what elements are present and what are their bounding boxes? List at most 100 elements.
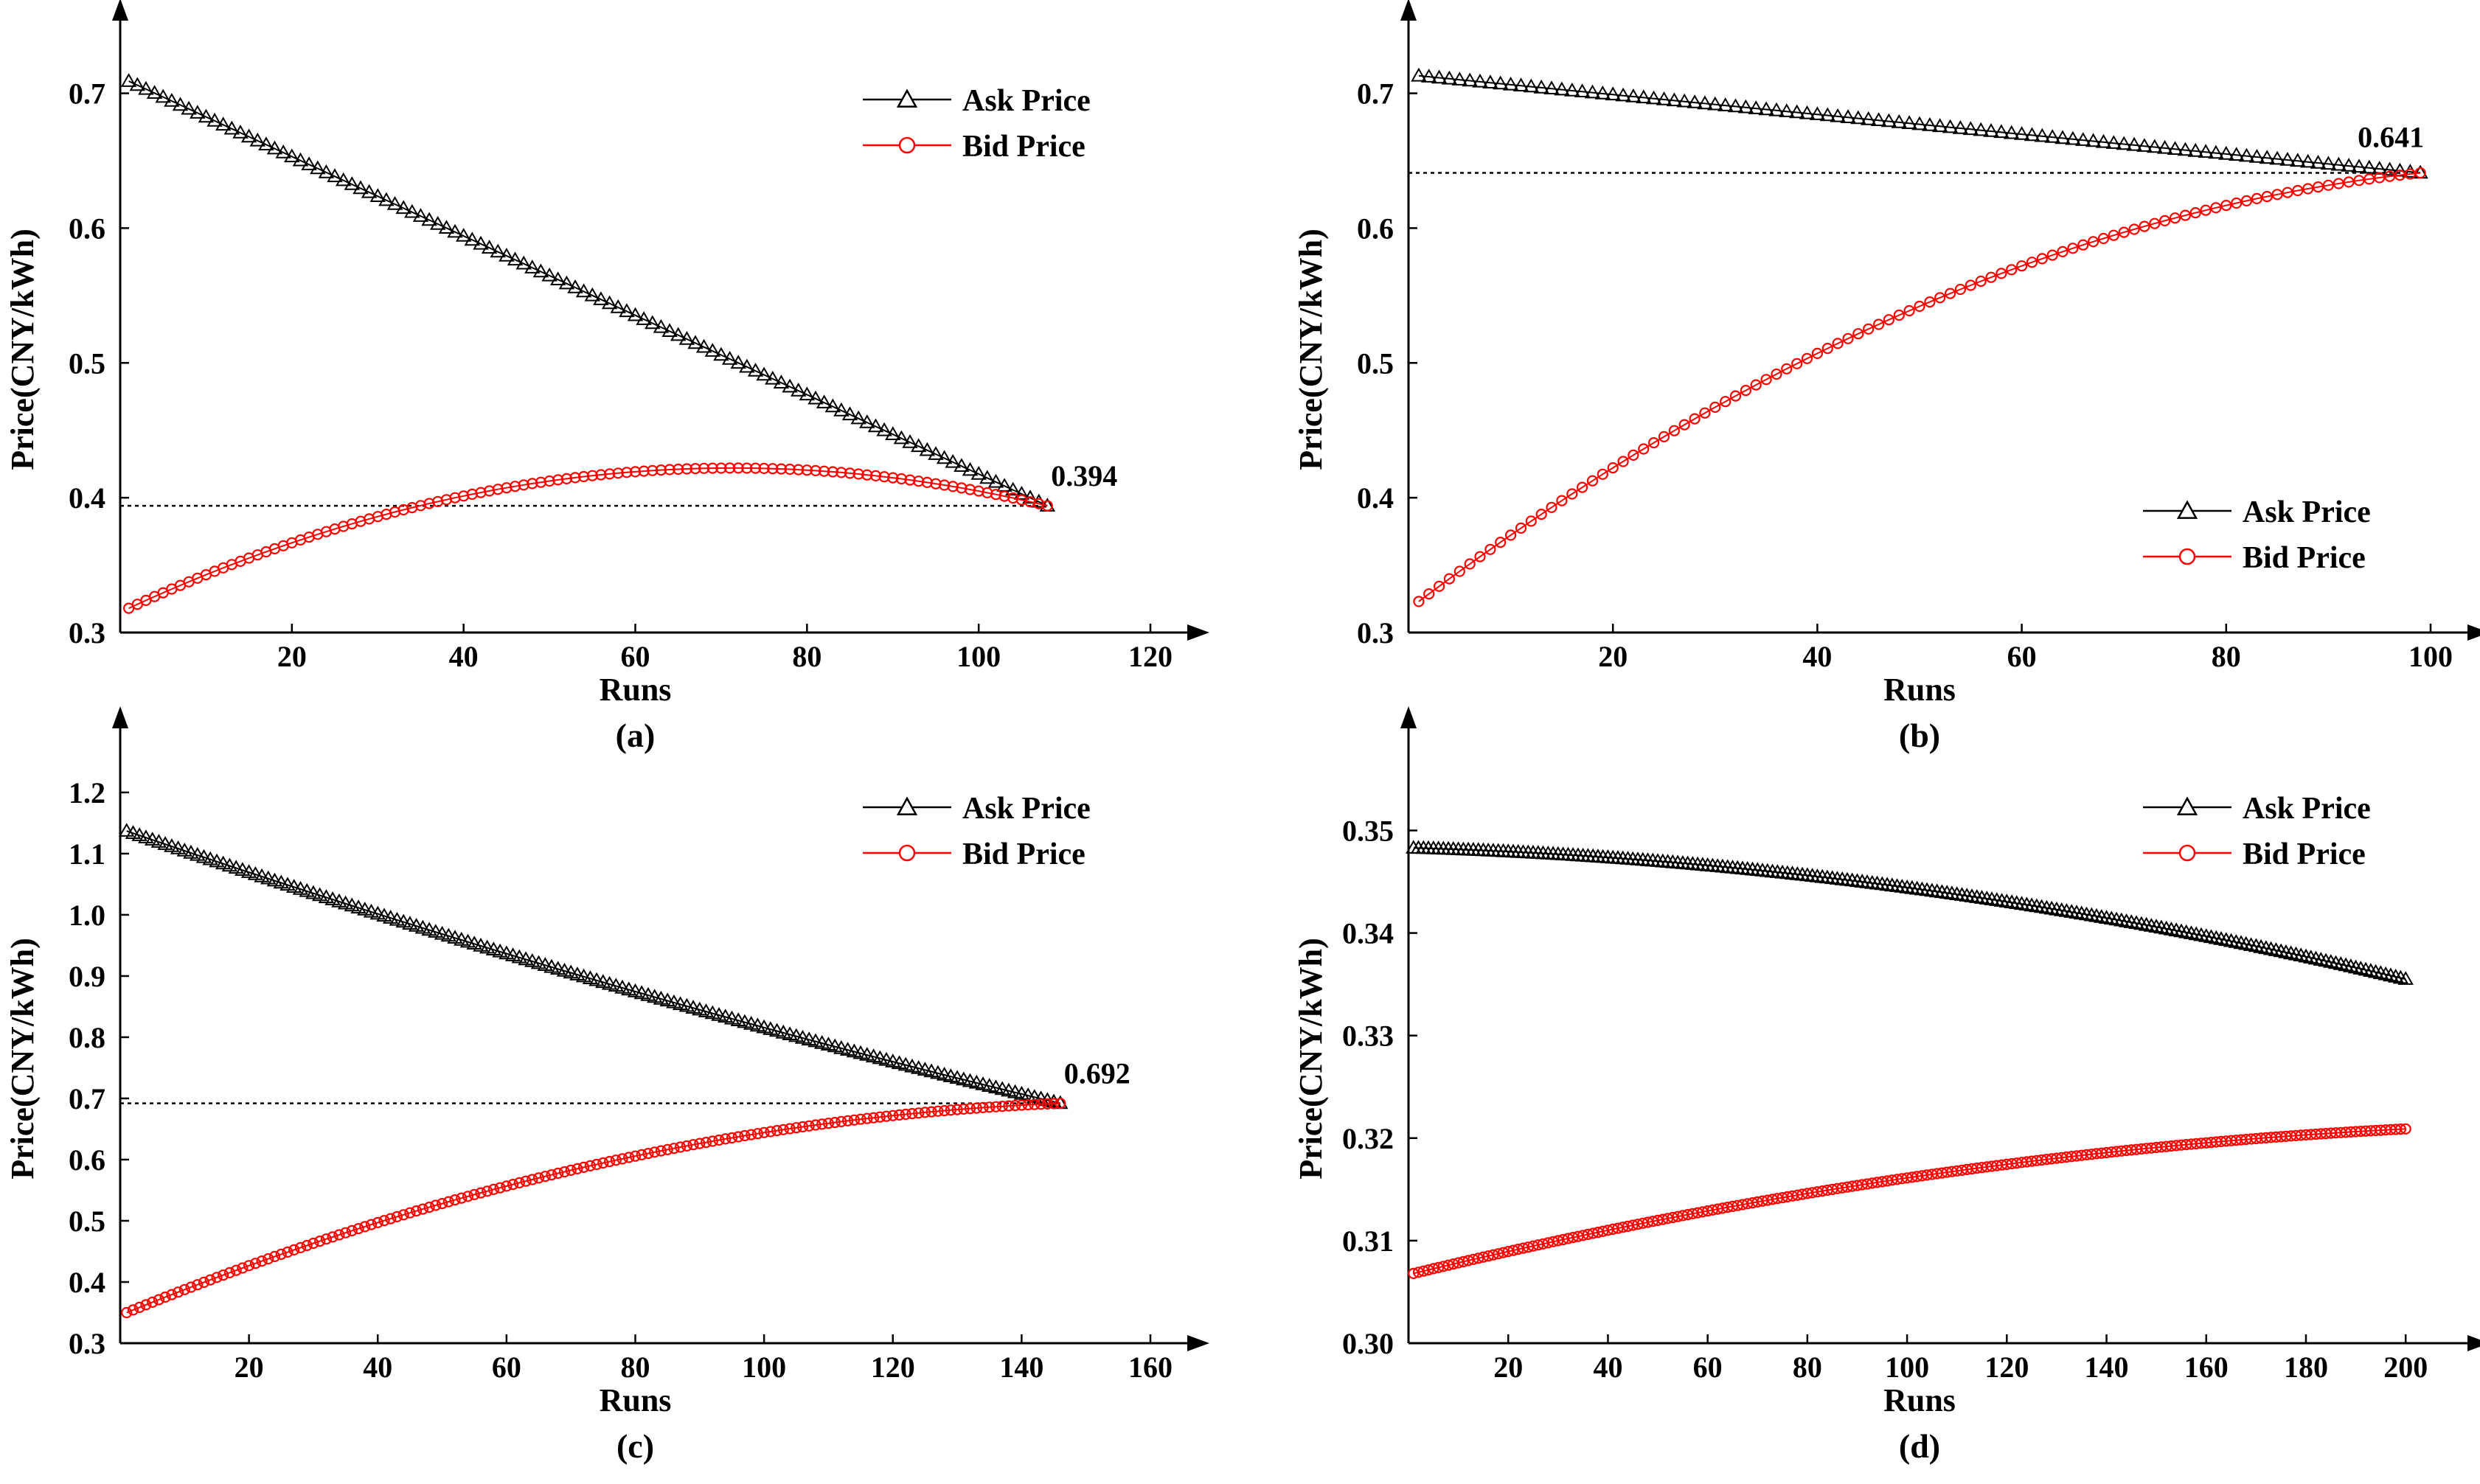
ask-price-point	[2293, 947, 2309, 961]
bid-price-point	[1437, 1261, 1449, 1272]
ask-price-point	[131, 827, 147, 841]
y-tick-label: 0.7	[69, 1082, 105, 1115]
bid-price-point	[690, 462, 701, 475]
panel-label: (a)	[616, 717, 656, 754]
bid-price-point	[655, 1145, 667, 1157]
bid-price-point	[577, 1161, 590, 1174]
x-tick-label: 60	[492, 1351, 521, 1384]
ask-price-point	[756, 1019, 772, 1034]
bid-price-point	[930, 478, 942, 490]
ask-price-point	[2290, 153, 2306, 167]
ask-price-point	[344, 176, 361, 190]
bid-price-point	[726, 1132, 738, 1144]
bid-price-point	[385, 1213, 397, 1225]
ask-price-point	[1962, 121, 1979, 136]
ask-price-point	[747, 363, 764, 377]
bid-price-point	[1740, 384, 1751, 397]
bid-price-point	[1934, 292, 1946, 304]
ask-price-point	[1799, 105, 1816, 119]
ask-price-point	[2009, 895, 2025, 909]
ask-price-point	[1850, 110, 1866, 125]
ask-price-point	[260, 870, 277, 885]
ask-price-point	[2248, 148, 2265, 163]
legend: Ask Price Bid Price	[863, 792, 1091, 871]
bid-price-point	[1505, 529, 1517, 541]
ask-price-point	[1727, 98, 1744, 113]
x-axis-arrow-icon	[2467, 624, 2480, 641]
chart-panel-d: 20 40 60 80 100 120 140 160 180 200 0.30 0.31 0.32 0.…	[1293, 706, 2480, 1465]
ask-price-point	[1737, 99, 1754, 114]
ask-price-point	[266, 872, 283, 887]
bid-price-point	[1507, 1244, 1519, 1256]
bid-price-point	[1975, 275, 1987, 288]
series-bid-price	[1413, 167, 2426, 607]
ask-price-point	[1840, 109, 1856, 123]
ask-price-point	[157, 836, 173, 850]
bid-price-point	[694, 1138, 706, 1149]
ask-price-point	[2187, 142, 2203, 157]
ask-price-point	[395, 200, 411, 215]
bid-price-point	[2179, 209, 2191, 221]
bid-price-point	[771, 1124, 783, 1137]
ask-price-point	[1543, 80, 1560, 94]
bid-price-point	[147, 1296, 159, 1309]
bid-price-point	[2220, 200, 2232, 212]
bid-price-point	[1699, 407, 1711, 419]
ask-price-point	[1625, 88, 1642, 102]
ask-price-point	[438, 220, 455, 234]
bid-price-point	[282, 1246, 293, 1258]
bid-price-point	[314, 1235, 326, 1247]
bid-price-point	[1638, 443, 1650, 455]
ask-price-point	[120, 73, 137, 87]
ask-price-point	[614, 979, 631, 994]
bid-price-point	[121, 1306, 133, 1319]
ask-price-point	[979, 470, 996, 484]
ask-price-point	[412, 208, 429, 222]
ask-price-point	[928, 446, 944, 460]
series-line	[126, 830, 1061, 1104]
bid-price-point	[878, 471, 890, 483]
bid-price-point	[2118, 226, 2130, 238]
ask-price-point	[2177, 142, 2194, 156]
bid-price-point	[218, 1269, 229, 1281]
ask-price-point	[1472, 73, 1488, 88]
ask-price-point	[408, 918, 425, 932]
bid-price-point	[793, 464, 805, 475]
ask-price-point	[2054, 130, 2071, 144]
bid-price-point	[173, 1286, 184, 1298]
bid-price-point	[758, 462, 770, 475]
bid-price-point	[577, 470, 590, 483]
ask-price-point	[421, 212, 437, 226]
y-tick-label: 0.4	[69, 1266, 105, 1299]
bid-price-point	[410, 1205, 423, 1217]
ask-price-point	[146, 85, 163, 99]
bid-price-point	[739, 1129, 751, 1142]
bid-price-point	[2139, 220, 2150, 232]
y-tick-label: 1.0	[69, 899, 105, 932]
ask-price-point	[2307, 950, 2324, 965]
ask-price-point	[1748, 100, 1764, 114]
ask-price-point	[299, 882, 315, 897]
circle-marker-icon	[898, 844, 916, 862]
bid-price-point	[552, 1167, 564, 1180]
ask-price-point	[481, 240, 498, 254]
ask-price-point	[678, 330, 695, 345]
bid-price-point	[623, 1152, 635, 1163]
ask-price-point	[2320, 156, 2337, 170]
ask-price-point	[2218, 145, 2234, 160]
bid-price-point	[1852, 328, 1864, 340]
ask-price-point	[2243, 937, 2260, 951]
bid-price-point	[1487, 1249, 1499, 1261]
ask-price-point	[150, 834, 167, 848]
y-axis-label: Price(CNY/kWh)	[1293, 938, 1329, 1180]
x-tick-label: 40	[449, 640, 479, 673]
ask-price-point	[240, 128, 257, 143]
ask-price-point	[1022, 490, 1038, 504]
bid-price-point	[1821, 343, 1833, 355]
ask-price-point	[2397, 971, 2414, 985]
bid-price-point	[919, 1107, 931, 1118]
y-tick-label: 0.32	[1342, 1122, 1394, 1155]
bid-price-point	[1457, 1255, 1470, 1268]
bid-price-point	[1413, 596, 1425, 607]
ask-price-point	[1758, 101, 1774, 116]
